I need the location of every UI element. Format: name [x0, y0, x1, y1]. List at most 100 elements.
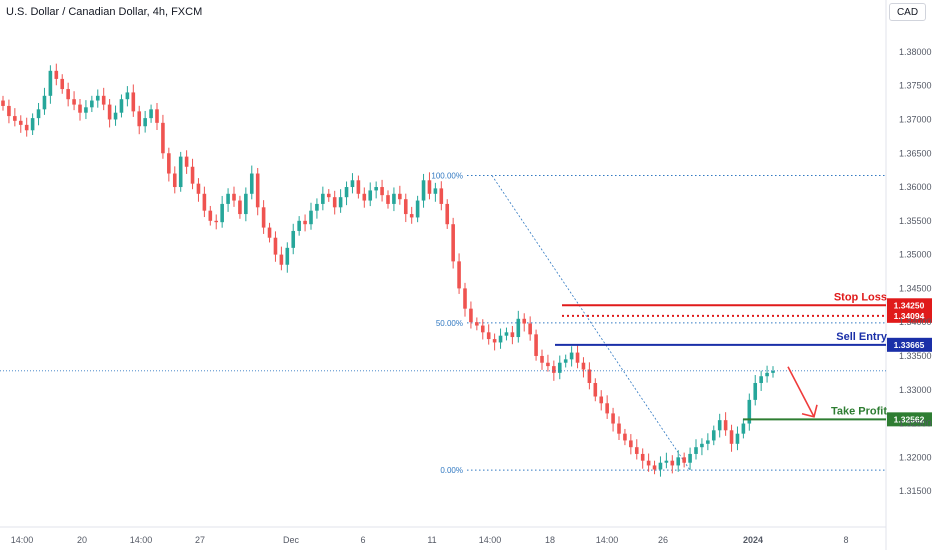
y-tick-label: 1.34000	[899, 317, 932, 327]
arrow-head	[801, 404, 818, 418]
x-tick-label: 26	[658, 535, 668, 545]
candle-body	[700, 443, 704, 448]
candle-body	[599, 396, 604, 404]
candle-body	[386, 195, 390, 204]
candle-body	[95, 95, 100, 101]
candle-body	[155, 109, 159, 123]
candle-body	[486, 332, 491, 340]
candle-body	[30, 118, 35, 131]
candle-body	[285, 247, 290, 265]
candle-body	[611, 413, 615, 424]
candle-body	[587, 369, 592, 383]
candle-body	[433, 188, 438, 194]
candle-body	[552, 366, 556, 373]
candle-body	[255, 173, 260, 208]
x-tick-label: 20	[77, 535, 87, 545]
x-tick-label: 11	[427, 535, 436, 545]
candle-body	[24, 124, 29, 131]
x-tick-label: 8	[843, 535, 848, 545]
candle-body	[534, 334, 538, 356]
y-tick-label: 1.33000	[899, 385, 932, 395]
candle-body	[48, 70, 53, 96]
candle-body	[90, 100, 94, 108]
candle-body	[84, 107, 88, 113]
candle-body	[149, 109, 153, 119]
x-tick-label: 27	[195, 535, 205, 545]
stop-loss-label: Stop Loss	[834, 291, 887, 303]
candle-body	[137, 111, 142, 127]
x-tick-label: 18	[545, 535, 555, 545]
candle-body	[409, 214, 414, 218]
candle-body	[1, 100, 5, 106]
candle-body	[403, 199, 408, 215]
candle-body	[563, 359, 568, 363]
candle-body	[13, 116, 17, 121]
candle-body	[380, 187, 384, 196]
y-tick-label: 1.38000	[899, 47, 932, 57]
candle-body	[427, 180, 432, 194]
candle-body	[321, 193, 325, 204]
candle-body	[753, 382, 758, 400]
candle-body	[439, 188, 444, 204]
candle-body	[66, 89, 70, 100]
x-tick-label: 14:00	[479, 535, 502, 545]
candle-body	[569, 352, 574, 360]
y-tick-label: 1.36500	[899, 148, 932, 158]
fib-trend-line	[491, 175, 691, 471]
candle-body	[101, 95, 106, 105]
candle-body	[765, 372, 769, 377]
price-badge-value: 1.34250	[894, 300, 925, 310]
candle-body	[315, 203, 319, 211]
candle-body	[54, 70, 59, 79]
candle-body	[575, 352, 580, 363]
candle-body	[368, 190, 373, 201]
y-tick-label: 1.34500	[899, 283, 932, 293]
price-axis: 1.38000 1.37500 1.37000 1.36500 1.36000 1.355…	[899, 47, 932, 496]
candle-body	[392, 193, 396, 204]
candle-body	[510, 332, 515, 338]
candle-body	[214, 220, 219, 223]
y-tick-label: 1.37000	[899, 114, 932, 124]
take-profit-price-badge	[887, 412, 932, 427]
candle-body	[723, 420, 728, 431]
candle-body	[279, 254, 284, 265]
take-profit-label: Take Profit	[831, 405, 887, 417]
candle-body	[202, 193, 207, 211]
y-tick-label: 1.33500	[899, 351, 932, 361]
candle-body	[706, 440, 710, 444]
candle-body	[273, 237, 278, 255]
projection-arrow	[787, 366, 818, 418]
candle-body	[196, 183, 201, 194]
candle-body	[60, 78, 65, 90]
x-tick-label: 14:00	[130, 535, 153, 545]
candle-body	[232, 193, 236, 201]
currency-selector[interactable]: CAD	[889, 3, 926, 21]
candle-body	[291, 230, 296, 248]
candlesticks	[0, 63, 886, 477]
candle-body	[398, 193, 402, 200]
candle-body	[546, 362, 550, 367]
candle-body	[451, 224, 455, 262]
candle-body	[244, 193, 248, 215]
candle-body	[362, 193, 367, 201]
chart-title: U.S. Dollar / Canadian Dollar, 4h, FXCM	[6, 6, 203, 18]
candle-body	[190, 166, 195, 184]
x-tick-label: 6	[360, 535, 365, 545]
fibonacci-retracement[interactable]: 100.00% 50.00% 0.00%	[431, 172, 886, 476]
candle-body	[688, 453, 692, 463]
trade-levels[interactable]: 1.34250 Stop Loss 1.34094 1.33665 Sell Entry…	[555, 291, 932, 427]
candle-body	[717, 420, 722, 431]
candle-body	[125, 92, 130, 100]
candle-body	[297, 220, 301, 231]
candle-body	[623, 433, 627, 441]
candle-body	[267, 227, 272, 238]
candle-body	[332, 197, 337, 208]
candle-body	[72, 99, 76, 105]
x-tick-label: 2024	[743, 535, 763, 545]
candle-body	[338, 197, 343, 208]
candle-body	[759, 376, 763, 383]
candle-body	[735, 433, 740, 444]
candle-body	[226, 193, 230, 204]
candle-body	[178, 156, 183, 188]
